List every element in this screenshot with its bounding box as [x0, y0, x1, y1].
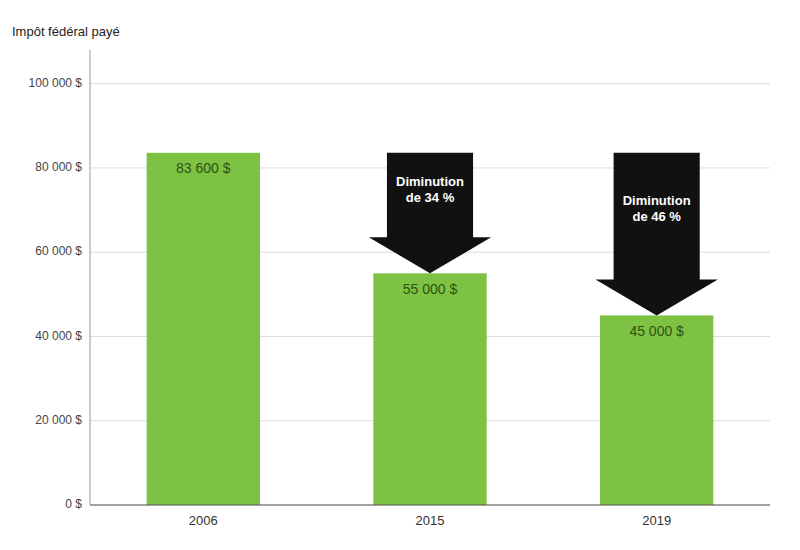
grid [90, 84, 770, 505]
y-tick-label: 60 000 $ [35, 244, 82, 258]
x-axis-line [90, 505, 770, 506]
x-tick-label: 2015 [416, 513, 445, 528]
chart-container: 0 $ 20 000 $ 40 000 $ 60 000 $ 80 000 $ 100 0… [0, 0, 800, 550]
y-axis-line [90, 50, 91, 505]
bar [600, 315, 713, 505]
y-tick-label: 80 000 $ [35, 160, 82, 174]
y-tick-label: 100 000 $ [29, 76, 83, 90]
x-tick-label: 2006 [189, 513, 218, 528]
y-tick-labels: 0 $ 20 000 $ 40 000 $ 60 000 $ 80 000 $ 100 0… [29, 76, 83, 511]
data-label: 83 600 $ [176, 160, 231, 176]
bar [373, 273, 486, 505]
bar [147, 153, 260, 505]
arrow-label: Diminutionde 34 % [396, 174, 464, 205]
x-tick-labels: 2006 2015 2019 [189, 513, 671, 528]
background [0, 0, 800, 550]
decrease-arrow [369, 153, 491, 273]
y-tick-label: 20 000 $ [35, 413, 82, 427]
data-label: 45 000 $ [629, 323, 684, 339]
grid-line [90, 83, 770, 84]
data-labels: 83 600 $ 55 000 $ 45 000 $ [176, 160, 684, 339]
data-label: 55 000 $ [403, 281, 458, 297]
arrow-label: Diminutionde 46 % [623, 193, 691, 224]
chart-svg: 0 $ 20 000 $ 40 000 $ 60 000 $ 80 000 $ 100 0… [0, 0, 800, 550]
grid-line [90, 505, 770, 506]
decrease-arrow [595, 153, 717, 316]
y-tick-label: 0 $ [65, 497, 82, 511]
y-tick-label: 40 000 $ [35, 329, 82, 343]
plot-area [147, 153, 718, 505]
x-tick-label: 2019 [642, 513, 671, 528]
y-axis-label: Impôt fédéral payé [12, 24, 120, 39]
